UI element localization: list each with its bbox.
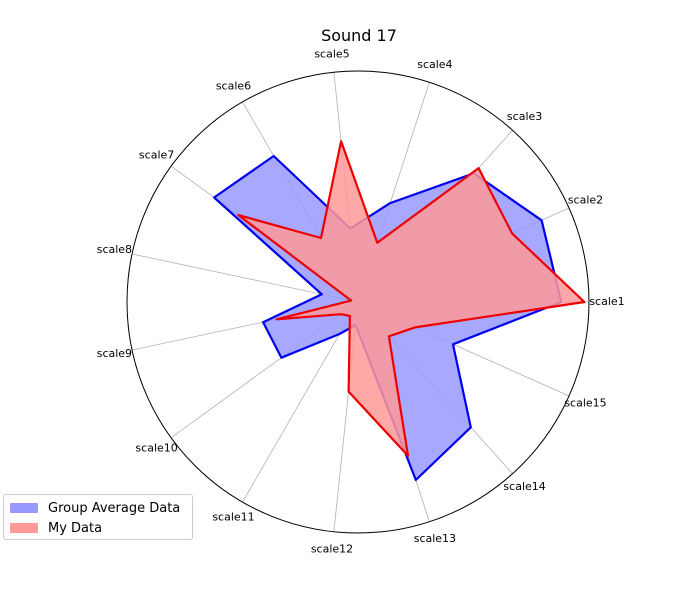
- legend-item-my-data: My Data: [10, 519, 102, 537]
- axis-label-scale9: scale9: [97, 347, 132, 360]
- axis-label-scale12: scale12: [311, 543, 353, 556]
- legend-swatch-group-average: [10, 503, 38, 513]
- series-1-area: [237, 140, 586, 457]
- axis-label-scale4: scale4: [417, 58, 452, 71]
- series-layer: [213, 140, 586, 482]
- axis-label-scale5: scale5: [314, 47, 349, 60]
- axis-label-scale8: scale8: [97, 243, 132, 256]
- legend-swatch-my-data: [10, 523, 38, 533]
- axis-label-scale11: scale11: [212, 511, 254, 524]
- legend: Group Average Data My Data: [3, 494, 193, 540]
- axis-label-scale10: scale10: [135, 441, 177, 454]
- legend-label-group-average: Group Average Data: [48, 500, 181, 516]
- axis-label-scale3: scale3: [507, 110, 542, 123]
- axis-label-scale14: scale14: [503, 480, 545, 493]
- axis-label-scale13: scale13: [414, 532, 456, 545]
- axis-label-scale7: scale7: [139, 149, 174, 162]
- axis-label-scale2: scale2: [568, 194, 603, 207]
- axis-labels: scale1 scale2 scale3 scale4 scale5 scale6 scal…: [97, 47, 625, 555]
- axis-label-scale15: scale15: [564, 396, 606, 409]
- legend-label-my-data: My Data: [48, 520, 103, 536]
- legend-item-group-average: Group Average Data: [10, 499, 180, 517]
- axis-label-scale1: scale1: [589, 295, 624, 308]
- outer-ring: [126, 70, 590, 534]
- chart-title: Sound 17: [321, 26, 397, 45]
- axis-label-scale6: scale6: [216, 79, 251, 92]
